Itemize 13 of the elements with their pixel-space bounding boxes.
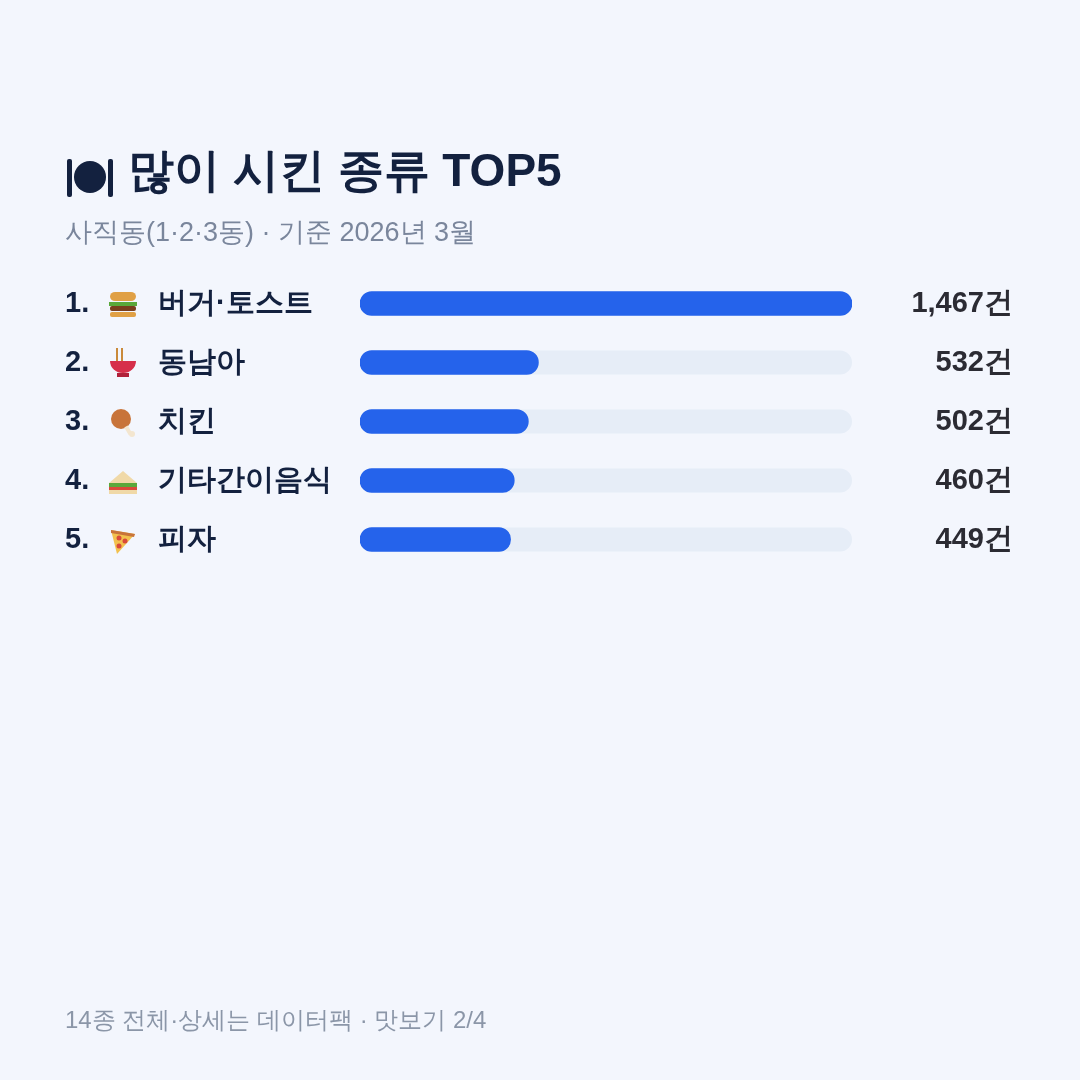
- data-label: 449건: [935, 521, 1013, 554]
- category-label: 1. 버거·토스트: [65, 285, 313, 318]
- category-label: 2. 동남아: [65, 344, 245, 377]
- category-label: 4. 기타간이음식: [65, 462, 332, 495]
- chart-title: 많이 시킨 종류 TOP5: [128, 143, 562, 198]
- category-label: 3. 치킨: [65, 403, 216, 436]
- chart-subtitle: 사직동(1·2·3동) · 기준 2026년 3월: [65, 216, 477, 249]
- category-label: 5. 피자: [65, 521, 216, 554]
- data-label: 460건: [935, 462, 1013, 495]
- data-label: 1,467건: [911, 285, 1013, 318]
- text: 14종 전체·상세는 데이터팩 · 맛보기 2/4: [65, 1005, 487, 1035]
- data-label: 532건: [935, 344, 1013, 377]
- data-label: 502건: [935, 403, 1013, 436]
